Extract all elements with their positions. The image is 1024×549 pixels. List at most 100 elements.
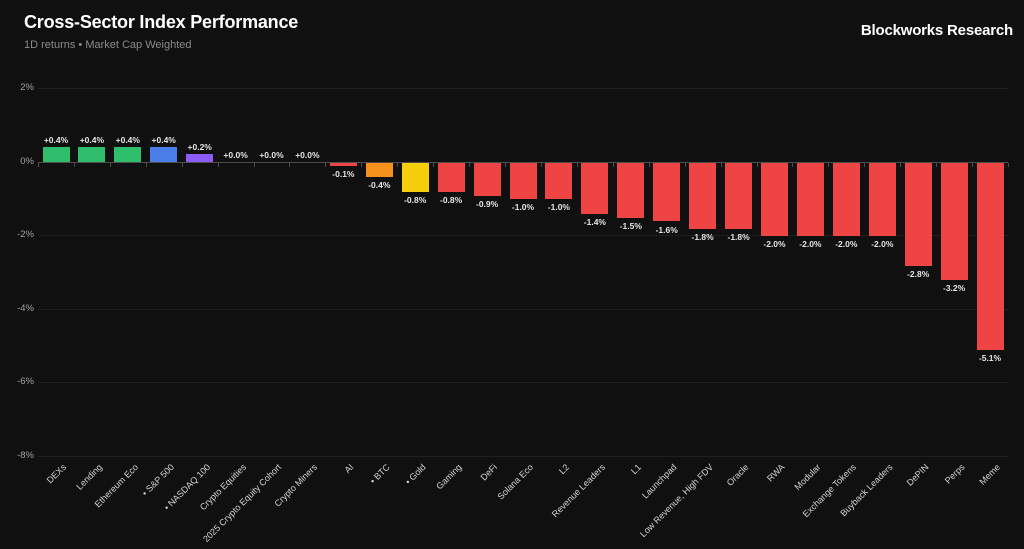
bar-value-label: -2.0% <box>763 239 786 250</box>
x-category-label: L2 <box>556 462 571 477</box>
x-axis-tick <box>936 163 937 167</box>
y-grid-line <box>38 382 1008 383</box>
x-axis-tick <box>361 163 362 167</box>
x-category-label: • S&P 500 <box>139 462 176 499</box>
bar-value-label: -5.1% <box>978 353 1002 364</box>
x-axis-tick <box>685 163 686 167</box>
bar <box>329 162 357 167</box>
bar-value-label: -1.6% <box>655 224 678 235</box>
bar-value-label: -0.8% <box>439 195 463 205</box>
bar <box>832 162 860 237</box>
bar <box>653 162 681 222</box>
x-axis-tick <box>505 163 506 167</box>
x-category-label: Low Revenue, High FDV <box>637 462 715 540</box>
bar <box>78 146 106 162</box>
bar <box>509 162 537 200</box>
x-category-label: DePIN <box>904 462 931 488</box>
bar-value-label: -1.8% <box>727 231 750 242</box>
bar-value-label: -2.0% <box>799 239 822 250</box>
bar-value-label: -2.0% <box>835 239 858 250</box>
x-axis-tick <box>792 163 793 167</box>
x-category-label: DEXs <box>44 462 69 486</box>
y-axis-tick-label: 0% <box>20 156 34 167</box>
x-axis-tick <box>469 163 470 167</box>
bar <box>868 162 896 237</box>
bar <box>581 162 609 215</box>
bar-value-label: -2.0% <box>871 239 894 250</box>
bar-value-label: -1.8% <box>691 231 714 242</box>
x-axis-tick <box>38 163 39 167</box>
bar-value-label: -0.8% <box>404 195 427 205</box>
bar <box>437 162 465 192</box>
x-axis-tick <box>146 163 147 167</box>
bar <box>473 162 501 196</box>
x-axis-tick <box>254 163 255 167</box>
x-category-label: Gaming <box>433 462 464 492</box>
bar-value-label: +0.0% <box>295 149 320 160</box>
x-axis-tick <box>74 163 75 167</box>
bar <box>114 146 142 162</box>
x-category-label: Modular <box>792 462 823 493</box>
x-category-label: Oracle <box>724 462 751 488</box>
bar-value-label: +0.0% <box>259 149 284 160</box>
x-axis-tick <box>541 163 542 167</box>
y-grid-line <box>38 456 1008 457</box>
bar <box>617 162 645 218</box>
x-axis-tick <box>1008 163 1009 167</box>
y-grid-line <box>38 235 1008 236</box>
bar-value-label: -1.5% <box>619 220 642 231</box>
x-category-label: Lending <box>74 462 104 492</box>
bar-value-label: -1.0% <box>511 202 535 213</box>
bar <box>940 162 968 281</box>
bar <box>150 146 178 162</box>
bar <box>796 162 824 237</box>
page-title: Cross-Sector Index Performance <box>24 12 299 32</box>
x-category-label: RWA <box>764 462 787 484</box>
x-axis-tick <box>972 163 973 167</box>
bar <box>689 162 717 229</box>
bar-value-label: +0.4% <box>151 134 176 145</box>
x-axis-tick <box>433 163 434 167</box>
x-axis-tick <box>182 163 183 167</box>
x-axis-tick <box>110 163 111 167</box>
brand-logo-text: Blockworks Research <box>860 22 1013 39</box>
bar <box>42 146 70 162</box>
x-axis-tick <box>828 163 829 167</box>
y-axis-tick-label: -4% <box>17 303 34 314</box>
y-grid-line <box>38 88 1008 89</box>
bar <box>904 162 932 266</box>
x-category-label: Perps <box>942 462 967 486</box>
y-grid-line <box>38 309 1008 310</box>
x-category-label: Solana Eco <box>495 462 536 502</box>
x-axis-tick <box>900 163 901 167</box>
bar <box>186 154 214 162</box>
x-axis-line <box>38 162 1008 163</box>
x-category-label: L1 <box>628 462 643 477</box>
bar-value-label: +0.4% <box>79 134 105 145</box>
x-axis-tick <box>289 163 290 167</box>
bar <box>761 162 788 237</box>
x-category-label: • BTC <box>367 462 392 486</box>
bar <box>365 162 393 178</box>
bar <box>725 162 753 229</box>
bar-value-label: +0.4% <box>115 134 140 145</box>
bar-value-label: -0.4% <box>368 180 391 191</box>
x-axis-tick <box>613 163 614 167</box>
page-subtitle: 1D returns • Market Cap Weighted <box>24 39 192 51</box>
x-axis-tick <box>325 163 326 167</box>
x-category-label: AI <box>342 462 356 476</box>
bar-value-label: -3.2% <box>942 283 966 294</box>
bar-value-label: +0.0% <box>223 149 248 160</box>
x-category-label: DeFi <box>478 462 500 483</box>
bar-value-label: -1.4% <box>583 217 606 228</box>
x-axis-tick <box>218 163 219 167</box>
x-axis-tick <box>397 163 398 167</box>
bar <box>401 162 429 192</box>
x-axis-tick <box>864 163 865 167</box>
bar-value-label: -1.0% <box>547 202 570 213</box>
x-category-label: Meme <box>977 462 1003 487</box>
bar-value-label: -2.8% <box>907 268 930 279</box>
y-axis-tick-label: -8% <box>17 450 34 461</box>
bar-value-label: -0.1% <box>332 169 355 180</box>
